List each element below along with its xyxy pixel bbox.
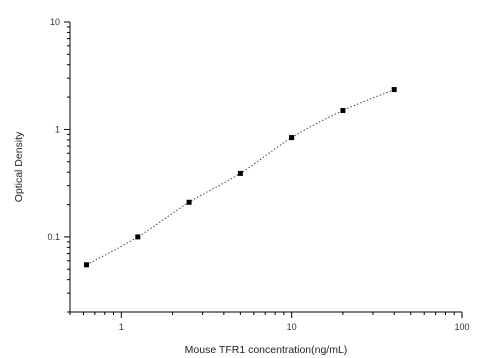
y-tick-label: 1 — [55, 124, 60, 134]
series-layer — [84, 87, 397, 268]
data-point — [340, 108, 346, 114]
data-point — [186, 199, 192, 205]
data-point — [237, 170, 243, 176]
x-axis-title: Mouse TFR1 concentration(ng/mL) — [185, 344, 348, 356]
data-point — [135, 234, 141, 240]
x-tick-label: 10 — [287, 322, 297, 332]
fit-curve — [86, 89, 395, 266]
y-axis-title: Optical Density — [13, 131, 25, 202]
y-tick-label: 10 — [50, 17, 60, 27]
x-tick-label: 100 — [454, 322, 469, 332]
x-tick-label: 1 — [119, 322, 124, 332]
data-point — [289, 135, 295, 141]
data-point — [391, 87, 397, 93]
x-axis: 1 10 100 — [69, 311, 470, 332]
y-tick-label: 0.1 — [47, 232, 60, 242]
y-axis: 0.1 1 10 — [47, 17, 71, 313]
data-point — [84, 262, 90, 268]
